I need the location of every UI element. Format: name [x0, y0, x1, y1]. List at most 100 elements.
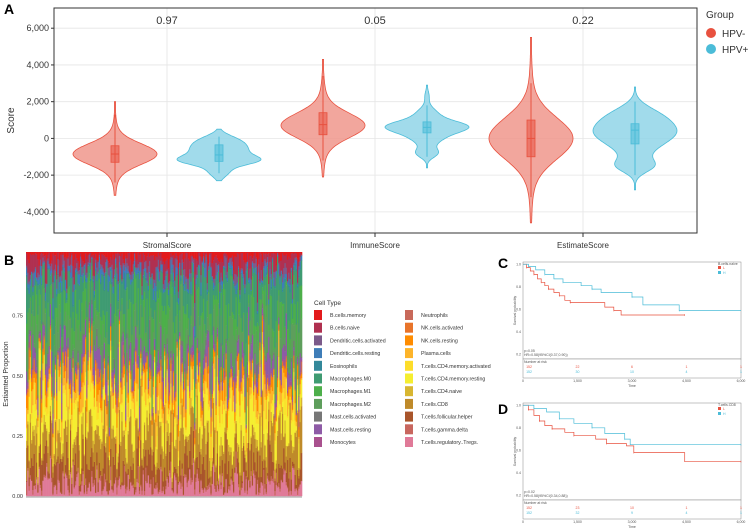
bar-segment: [153, 356, 156, 363]
bar-segment: [197, 381, 200, 383]
bar-segment: [152, 299, 155, 320]
bar-segment: [239, 298, 241, 303]
bar-segment: [243, 435, 245, 444]
bar-segment: [177, 304, 180, 344]
bar-segment: [191, 369, 194, 391]
bar-segment: [266, 254, 269, 258]
bar-segment: [43, 424, 46, 454]
bar-segment: [91, 256, 93, 258]
bar-segment: [148, 372, 151, 382]
bar-segment: [73, 348, 76, 382]
bar-segment: [115, 257, 117, 260]
bar-segment: [81, 267, 83, 276]
bar-segment: [281, 482, 284, 497]
bar-segment: [160, 454, 162, 467]
bar-segment: [265, 418, 268, 430]
bar-segment: [256, 252, 259, 267]
bar-segment: [98, 312, 101, 347]
bar-segment: [200, 417, 202, 422]
bar-segment: [197, 376, 200, 382]
bar-segment: [26, 494, 28, 497]
bar-segment: [26, 393, 28, 396]
bar-segment: [286, 259, 289, 282]
bar-segment: [298, 261, 300, 267]
bar-segment: [279, 404, 281, 406]
bar-segment: [245, 284, 248, 344]
bar-segment: [133, 310, 136, 349]
bar-segment: [77, 260, 79, 271]
bar-segment: [283, 288, 285, 304]
bar-segment: [238, 352, 240, 354]
bar-segment: [49, 263, 52, 267]
bar-segment: [200, 295, 202, 316]
bar-segment: [275, 472, 278, 486]
bar-segment: [47, 378, 49, 382]
bar-segment: [158, 362, 161, 365]
bar-segment: [298, 395, 300, 398]
bar-segment: [229, 258, 231, 262]
bar-segment: [249, 480, 251, 488]
bar-segment: [259, 455, 261, 488]
bar-segment: [103, 358, 106, 362]
bar-segment: [58, 418, 61, 433]
bar-segment: [41, 265, 43, 276]
bar-segment: [263, 467, 265, 470]
bar-segment: [88, 483, 91, 497]
bar-segment: [207, 270, 210, 293]
bar-segment: [255, 439, 258, 449]
bar-segment: [121, 387, 123, 390]
bar-segment: [204, 349, 206, 355]
bar-segment: [243, 442, 245, 447]
bar-segment: [166, 269, 169, 272]
bar-segment: [256, 439, 259, 447]
legend-swatch: [405, 310, 413, 320]
bar-segment: [140, 385, 142, 441]
bar-segment: [89, 352, 92, 355]
bar-segment: [67, 337, 69, 347]
bar-segment: [142, 275, 145, 276]
bar-segment: [177, 457, 180, 466]
bar-segment: [249, 395, 251, 400]
bar-segment: [179, 269, 181, 311]
bar-segment: [182, 382, 185, 390]
bar-segment: [214, 351, 216, 353]
bar-segment: [236, 252, 239, 254]
bar-segment: [207, 366, 210, 374]
bar-segment: [108, 455, 111, 457]
bar-segment: [298, 252, 300, 262]
bar-segment: [107, 385, 110, 386]
bar-segment: [68, 358, 71, 361]
bar-segment: [122, 333, 125, 342]
bar-segment: [34, 373, 37, 383]
bar-segment: [116, 453, 118, 455]
bar-segment: [220, 367, 222, 371]
bar-segment: [230, 279, 233, 353]
bar-segment: [189, 269, 191, 274]
bar-segment: [263, 494, 265, 497]
bar-segment: [259, 487, 261, 494]
bar-segment: [49, 349, 52, 374]
bar-segment: [266, 352, 269, 354]
bar-segment: [196, 252, 199, 261]
bar-segment: [202, 252, 205, 253]
bar-segment: [152, 394, 155, 405]
bar-segment: [279, 365, 281, 370]
bar-segment: [276, 252, 279, 254]
bar-segment: [56, 489, 58, 495]
bar-segment: [224, 267, 226, 271]
bar-segment: [221, 280, 224, 282]
bar-segment: [166, 369, 169, 371]
bar-segment: [153, 362, 156, 364]
bar-segment: [265, 383, 268, 390]
bar-segment: [125, 430, 127, 435]
bar-segment: [191, 255, 194, 257]
bar-segment: [31, 368, 33, 370]
bar-segment: [243, 284, 245, 313]
bar-segment: [121, 281, 123, 285]
bar-segment: [281, 468, 284, 483]
bar-segment: [205, 339, 207, 346]
bar-segment: [283, 474, 285, 497]
bar-segment: [255, 494, 258, 496]
legend-swatch: [314, 322, 322, 333]
bar-segment: [182, 417, 185, 421]
